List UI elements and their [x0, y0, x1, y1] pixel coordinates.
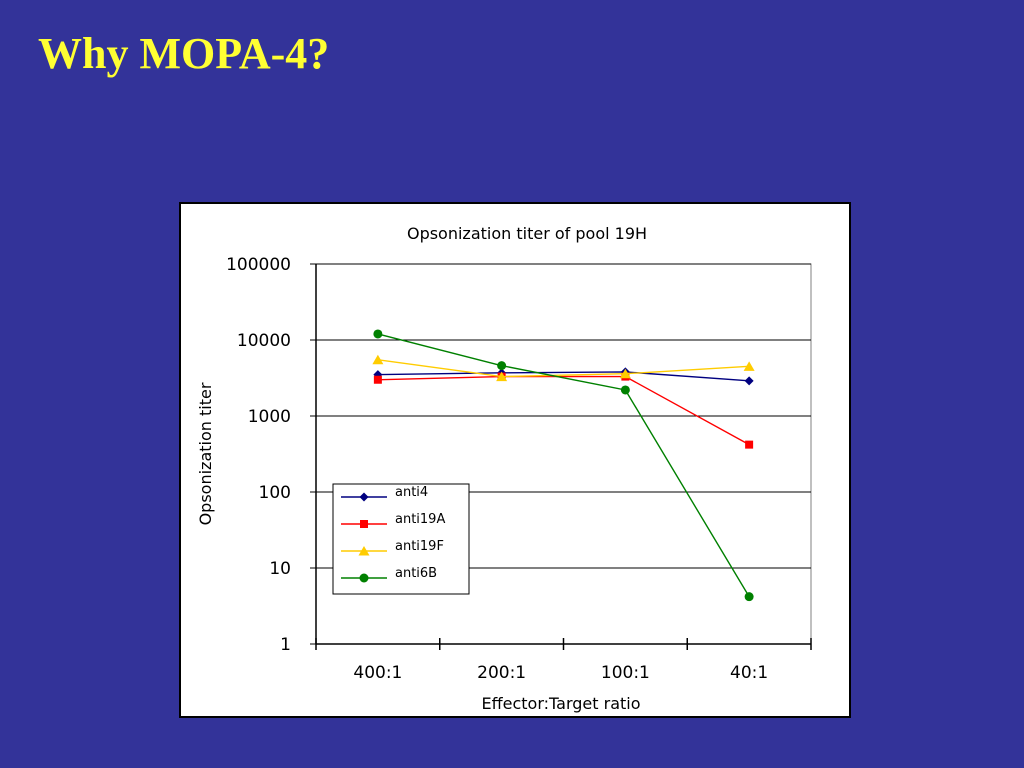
- legend-label: anti4: [395, 485, 428, 500]
- y-tick-label: 10000: [237, 331, 291, 351]
- legend-item-anti19A: anti19A: [341, 512, 445, 528]
- y-axis-ticks: 1 10 100 1000 10000 100000: [226, 255, 316, 655]
- legend-item-anti4: anti4: [341, 485, 428, 502]
- data-point-anti6B: [497, 361, 507, 371]
- legend-item-anti19F: anti19F: [341, 539, 444, 556]
- legend-marker: [358, 546, 370, 556]
- data-point-anti19F: [372, 354, 384, 365]
- data-point-anti19F: [619, 368, 631, 379]
- chart-panel: Opsonization titer of pool 19H 1 10 100 100…: [179, 202, 851, 718]
- legend-label: anti6B: [395, 566, 437, 581]
- data-point-anti19F: [743, 361, 755, 371]
- y-tick-label: 10: [269, 559, 291, 579]
- series-anti6B: [373, 329, 754, 602]
- legend-marker: [360, 520, 368, 528]
- y-tick-label: 1000: [248, 407, 291, 427]
- data-point-anti4: [744, 376, 754, 386]
- series-line-anti6B: [377, 333, 750, 597]
- legend-marker: [359, 573, 369, 583]
- legend-label: anti19F: [395, 539, 444, 554]
- line-chart: Opsonization titer of pool 19H 1 10 100 100…: [196, 224, 812, 713]
- data-point-anti19F: [496, 371, 508, 382]
- x-axis-ticks: 400:1 200:1 100:1 40:1: [315, 638, 812, 683]
- series-line-anti19A: [377, 375, 750, 446]
- data-point-anti6B: [373, 329, 383, 339]
- legend-label: anti19A: [395, 512, 445, 527]
- legend-marker: [359, 492, 369, 502]
- x-tick-label: 400:1: [353, 663, 402, 683]
- slide-title: Why MOPA-4?: [38, 29, 330, 78]
- data-point-anti6B: [620, 385, 630, 395]
- data-series: [372, 329, 755, 602]
- chart-title: Opsonization titer of pool 19H: [407, 224, 647, 243]
- series-line-anti4: [377, 371, 750, 382]
- y-tick-label: 100: [259, 483, 291, 503]
- x-axis-label: Effector:Target ratio: [482, 694, 641, 713]
- legend-item-anti6B: anti6B: [341, 566, 437, 583]
- x-tick-label: 100:1: [601, 663, 650, 683]
- y-axis-label: Opsonization titer: [196, 382, 215, 525]
- legend: anti4 anti19A anti19F anti6B: [332, 483, 470, 595]
- y-tick-label: 100000: [226, 255, 291, 275]
- series-line-anti19F: [377, 359, 750, 378]
- series-anti19F: [372, 354, 755, 382]
- y-tick-label: 1: [280, 635, 291, 655]
- data-point-anti19A: [745, 440, 754, 449]
- data-point-anti6B: [744, 592, 754, 602]
- legend-box: [332, 483, 470, 595]
- x-tick-label: 40:1: [730, 663, 768, 683]
- x-tick-label: 200:1: [477, 663, 526, 683]
- data-point-anti19A: [373, 375, 382, 384]
